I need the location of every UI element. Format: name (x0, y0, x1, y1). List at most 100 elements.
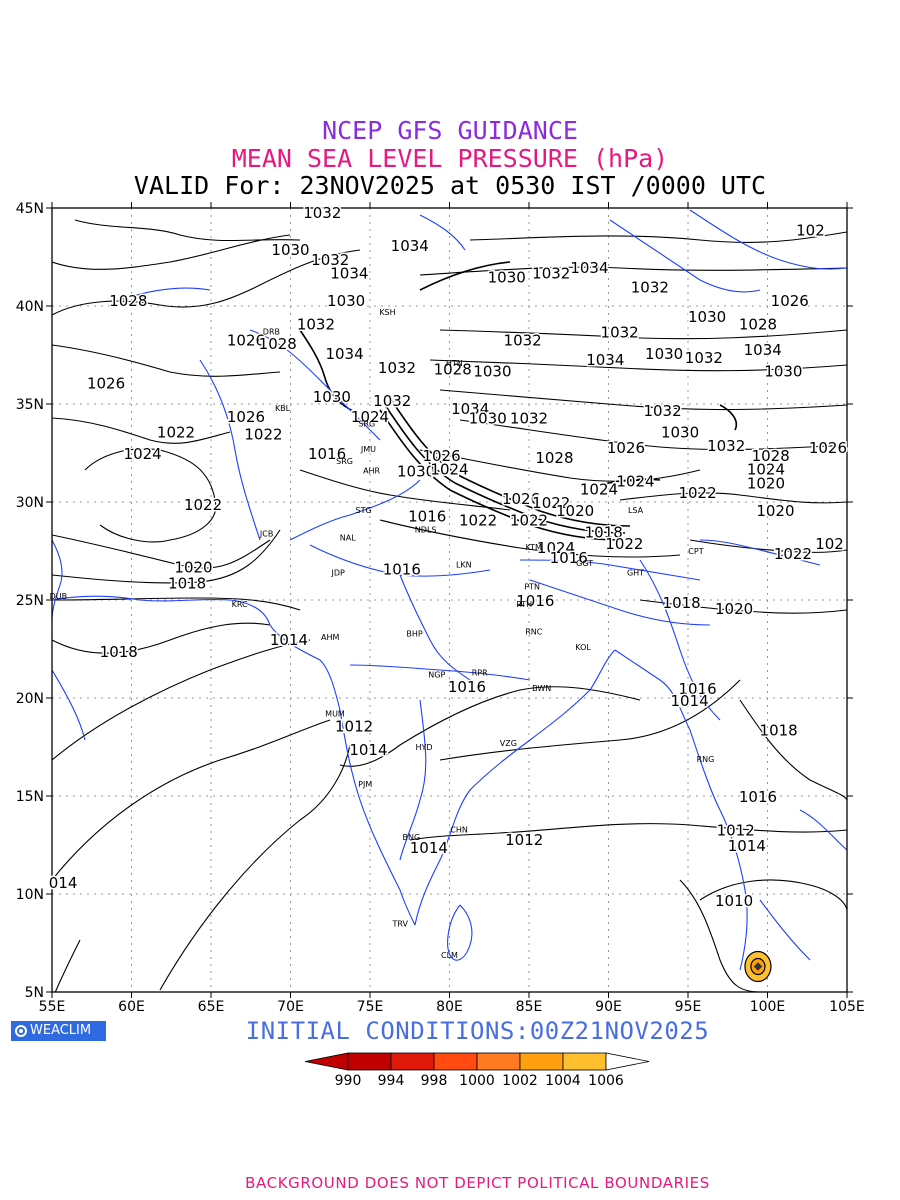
coastline (447, 904, 473, 961)
isobar-label: 1016 (550, 549, 588, 567)
isobar-label: 1034 (744, 341, 782, 359)
isobar-label: 1030 (688, 308, 726, 326)
station-label: HYD (416, 743, 433, 752)
isobar-label: 1016 (516, 592, 554, 610)
isobar-label: 1034 (325, 345, 363, 363)
isobar-line (419, 449, 701, 482)
isobar-label: 1022 (605, 535, 643, 553)
isobar-label: 1028 (259, 335, 297, 353)
isobar-label: 1028 (739, 316, 777, 334)
isobar-label: 1020 (174, 559, 212, 577)
coastline (269, 624, 416, 926)
isobar-label: 1018 (585, 523, 623, 541)
isobar-label: 1014 (349, 741, 387, 759)
isobar-line (379, 519, 681, 558)
legend-label: 1002 (502, 1073, 538, 1089)
dense-isobar-bands (299, 261, 738, 541)
coastlines-and-boundaries (52, 209, 847, 971)
border (399, 574, 471, 681)
isobar-label: 1030 (764, 363, 802, 381)
isobar-label: 1024 (430, 461, 468, 479)
isobar-label: 1030 (645, 345, 683, 363)
station-label: KOL (575, 643, 591, 652)
border (119, 287, 211, 301)
border (609, 219, 761, 293)
station-label: RPR (472, 669, 488, 678)
isobar-label: 1022 (184, 496, 222, 514)
station-label: BNG (403, 833, 421, 842)
station-label: AHR (363, 467, 380, 476)
border (289, 479, 421, 541)
isobar-label: 1020 (556, 502, 594, 520)
isobar-line (419, 266, 847, 276)
station-label: CLM (441, 951, 458, 960)
lat-tick-label: 10N (16, 887, 44, 903)
isobar-label: 1030 (469, 410, 507, 428)
isobar-line (52, 639, 311, 761)
station-label: NDLS (415, 525, 437, 534)
isobar-line (159, 744, 351, 991)
isobar-label: 1020 (715, 600, 753, 618)
station-label: SRG (336, 457, 353, 466)
isobar-label: 1028 (109, 292, 147, 310)
isobar-label: 1016 (678, 680, 716, 698)
footer-disclaimer: BACKGROUND DOES NOT DEPICT POLITICAL BOU… (245, 1174, 710, 1192)
isobar-label: 1016 (448, 678, 486, 696)
isobar-label: 1018 (100, 643, 138, 661)
isobar-label: 1034 (570, 259, 608, 277)
isobar-label: 1022 (459, 512, 497, 530)
coastline (614, 649, 721, 811)
legend-swatch (433, 1052, 478, 1071)
isobar-label: 1020 (756, 502, 794, 520)
low-pressure-centre (744, 950, 772, 983)
isobar-label: 1024 (351, 408, 389, 426)
isobar-line (389, 397, 631, 527)
border (699, 539, 821, 566)
station-label: CPT (688, 547, 703, 556)
isobar-label: 1014 (410, 839, 448, 857)
weaclim-logo: WEACLIM (11, 1021, 106, 1041)
isobar-label: 1022 (678, 484, 716, 502)
station-label: MUM (325, 710, 345, 719)
isobar-label: 1030 (473, 363, 511, 381)
isobar-label: 1018 (663, 594, 701, 612)
isobar-label: 1024 (616, 472, 654, 490)
isobar-label: 1018 (168, 574, 206, 592)
isobar-line (52, 234, 291, 270)
isobar-line (52, 249, 361, 316)
coastline (719, 809, 748, 971)
coastline (52, 595, 271, 626)
lon-tick-label: 90E (595, 999, 622, 1015)
isobar-label: 1032 (643, 402, 681, 420)
isobar-label: 1032 (303, 204, 341, 222)
station-label: RNC (525, 627, 543, 636)
isobar-line (439, 329, 847, 340)
isobar-label: 102 (796, 222, 825, 240)
isobar-label: 1024 (747, 461, 785, 479)
isobar-label: 1020 (747, 474, 785, 492)
isobar-line (639, 599, 847, 614)
isobar-line (52, 597, 301, 611)
legend-label: 990 (335, 1073, 362, 1089)
lon-tick-label: 70E (277, 999, 304, 1015)
isobar-label: 1026 (607, 439, 645, 457)
station-labels: KSH HTN DRB KBL SRG JMU SRG AHR STG NDLS JCB NAL LSA… (50, 308, 715, 960)
station-label: RTH (516, 600, 532, 609)
axis-labels: 55E 60E 65E 70E 75E 80E 85E 90E 95E 100E 105E 45N 40… (16, 201, 865, 1015)
station-label: JCB (259, 529, 273, 538)
lat-tick-label: 25N (16, 593, 44, 609)
isobar-label: 1012 (505, 831, 543, 849)
isobar-label: 1026 (227, 331, 265, 349)
station-label: GGT (576, 559, 593, 568)
border (399, 699, 427, 861)
isobar-label: 1030 (488, 269, 526, 287)
isobar-label: 1016 (308, 445, 346, 463)
station-label: LSA (628, 506, 644, 515)
isobar-label: 102 (815, 535, 844, 553)
isobar-label: 1018 (760, 721, 798, 739)
station-label: KBL (275, 404, 291, 413)
isobar-label: 1026 (227, 408, 265, 426)
station-label: HTN (446, 359, 463, 368)
